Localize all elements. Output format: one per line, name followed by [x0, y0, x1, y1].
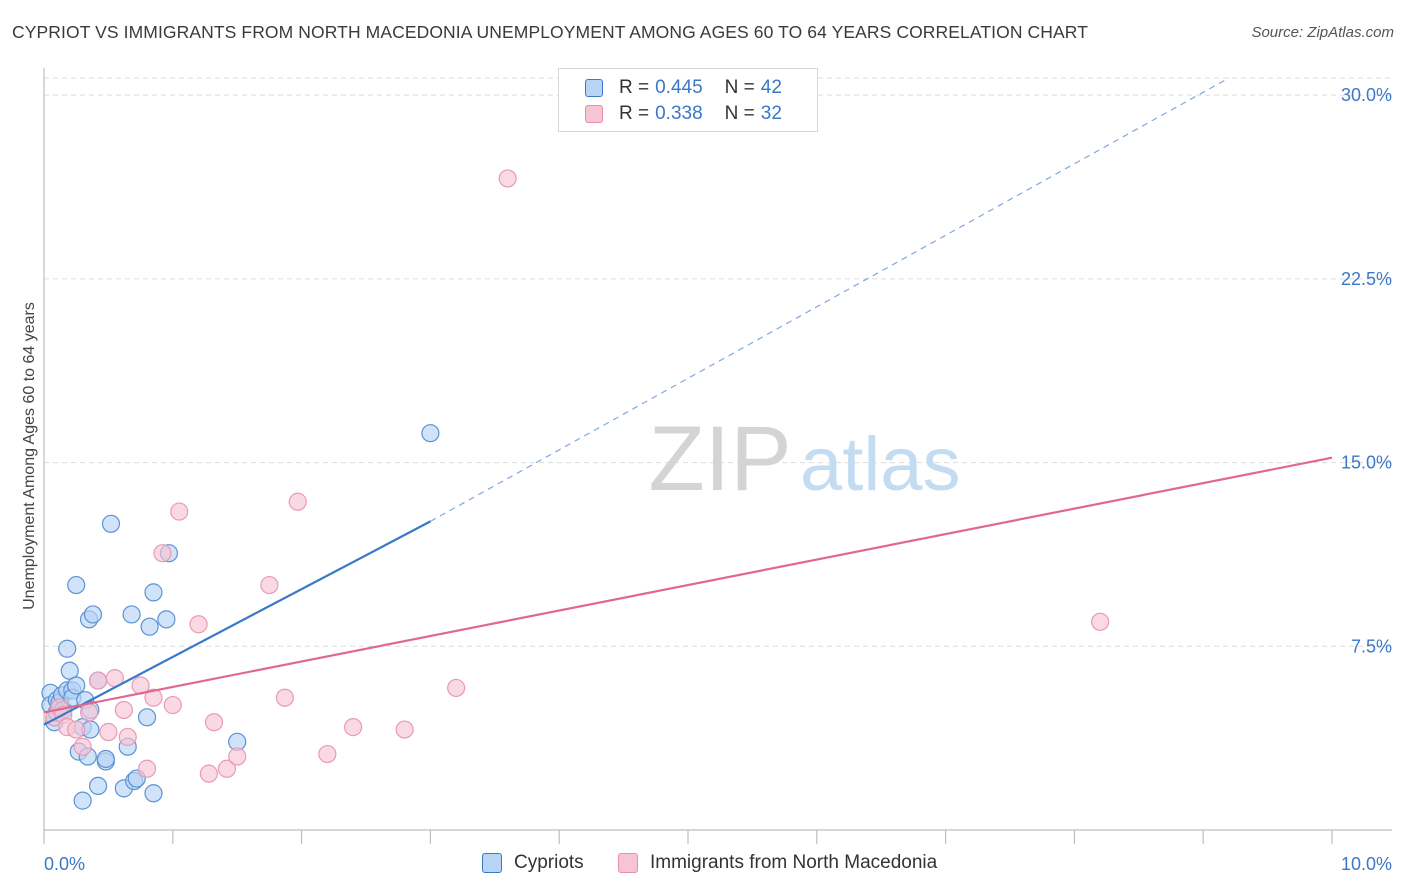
legend-n-label-macedonia: N = [724, 103, 755, 124]
cypriot-trend-extension [430, 77, 1230, 522]
legend-n-value-macedonia: 32 [760, 103, 782, 124]
watermark-zip: ZIP [648, 408, 791, 510]
cypriot-point [73, 791, 92, 810]
macedonia-point [344, 718, 363, 737]
macedonia-point [99, 722, 118, 742]
macedonia-point [228, 747, 247, 766]
macedonia-trend-line [43, 456, 1333, 714]
bottom-legend-macedonia: Immigrants from North Macedonia [618, 850, 937, 876]
macedonia-point [79, 703, 99, 722]
bottom-swatch-cypriots [482, 853, 502, 873]
legend-swatch-cypriots [585, 79, 603, 97]
cypriot-point [96, 749, 115, 769]
x-tick-label-max: 10.0% [1341, 854, 1392, 874]
cypriot-point [88, 776, 108, 796]
macedonia-point [67, 720, 86, 739]
legend-r-value-macedonia: 0.338 [655, 103, 703, 124]
cypriot-point [67, 575, 86, 595]
macedonia-point [153, 544, 172, 563]
trend-lines [43, 77, 1333, 726]
y-tick-label: 22.5% [1341, 269, 1392, 289]
macedonia-point [395, 720, 414, 739]
y-tick-label: 30.0% [1341, 85, 1392, 105]
stats-legend: R = 0.445 N = 42 R = 0.338 N = 32 [558, 68, 818, 132]
macedonia-point [288, 492, 307, 511]
macedonia-point [163, 695, 182, 715]
macedonia-point [118, 727, 137, 747]
cypriot-point [144, 583, 163, 602]
legend-n-label-cypriots: N = [724, 77, 755, 98]
cypriot-point [101, 514, 121, 533]
chart-title: CYPRIOT VS IMMIGRANTS FROM NORTH MACEDON… [12, 22, 1088, 42]
watermark-atlas: atlas [800, 422, 961, 507]
cypriot-point [140, 617, 159, 636]
macedonia-point [260, 575, 279, 595]
macedonia-point [170, 502, 189, 521]
macedonia-point [1091, 612, 1110, 631]
legend-row-macedonia: R = 0.338 N = 32 [585, 101, 782, 127]
legend-r-label-cypriots: R = [619, 77, 650, 98]
macedonia-point [88, 671, 108, 690]
macedonia-point [217, 759, 236, 778]
source-credit: Source: ZipAtlas.com [1251, 24, 1394, 41]
bottom-legend-cypriots: Cypriots [482, 850, 584, 876]
bottom-label-cypriots: Cypriots [514, 852, 584, 873]
legend-swatch-macedonia [585, 105, 603, 123]
macedonia-point [199, 764, 218, 783]
legend-n-value-cypriots: 42 [760, 77, 782, 98]
cypriot-point [122, 605, 141, 624]
legend-r-label-macedonia: R = [619, 103, 650, 124]
macedonia-point [447, 678, 466, 698]
macedonia-point [144, 688, 163, 707]
macedonia-point [189, 615, 208, 634]
cypriot-trend-line [43, 520, 431, 726]
grid-lines [44, 77, 1392, 647]
macedonia-point [137, 759, 157, 778]
bottom-swatch-macedonia [618, 853, 638, 873]
macedonia-point [498, 169, 517, 188]
y-tick-label: 7.5% [1351, 636, 1392, 656]
cypriot-point [67, 676, 86, 695]
macedonia-point [275, 688, 294, 707]
cypriot-point [157, 610, 176, 629]
macedonia-point [73, 737, 92, 756]
cypriot-point [144, 784, 163, 803]
cypriot-point [421, 424, 440, 443]
x-tick-label-min: 0.0% [44, 854, 85, 874]
y-tick-label: 15.0% [1341, 453, 1392, 473]
legend-row-cypriots: R = 0.445 N = 42 [585, 75, 782, 101]
cypriot-point [137, 708, 157, 727]
cypriot-point [83, 605, 103, 624]
tick-labels: 7.5% 15.0% 22.5% 30.0% 0.0% 10.0% [44, 85, 1392, 874]
macedonia-point [114, 700, 133, 720]
macedonia-point [318, 744, 337, 764]
legend-r-value-cypriots: 0.445 [655, 77, 703, 98]
macedonia-point [204, 713, 224, 732]
bottom-label-macedonia: Immigrants from North Macedonia [650, 852, 938, 873]
cypriot-point [58, 639, 77, 658]
